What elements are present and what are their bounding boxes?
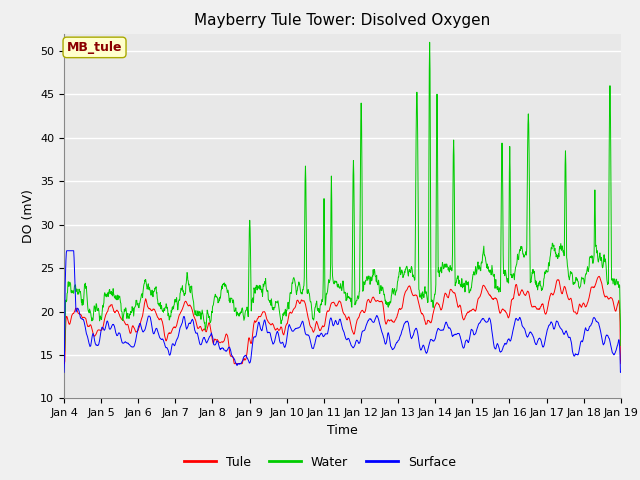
Text: MB_tule: MB_tule [67,41,122,54]
Y-axis label: DO (mV): DO (mV) [22,189,35,243]
Legend: Tule, Water, Surface: Tule, Water, Surface [179,451,461,474]
Title: Mayberry Tule Tower: Disolved Oxygen: Mayberry Tule Tower: Disolved Oxygen [195,13,490,28]
X-axis label: Time: Time [327,424,358,437]
